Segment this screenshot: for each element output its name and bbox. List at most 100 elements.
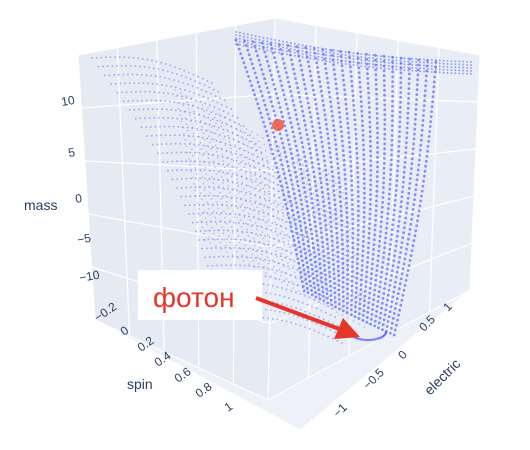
surface-point: [250, 232, 253, 234]
surface-point: [415, 58, 418, 60]
surface-point: [235, 197, 238, 200]
surface-point: [232, 139, 235, 141]
surface-point: [320, 190, 324, 194]
surface-point: [196, 87, 199, 89]
surface-point: [306, 319, 309, 321]
surface-point: [199, 192, 202, 194]
surface-point: [122, 73, 125, 76]
surface-point: [276, 170, 280, 174]
surface-point: [362, 235, 365, 238]
surface-point: [406, 196, 410, 200]
surface-point: [404, 146, 408, 150]
back-left-pane: [77, 17, 276, 401]
surface-point: [320, 280, 322, 282]
surface-point: [167, 169, 169, 172]
surface-point: [145, 99, 148, 102]
surface-point: [338, 195, 342, 199]
grid-line: [81, 93, 274, 109]
surface-point: [360, 268, 364, 272]
surface-point: [361, 119, 364, 123]
surface-point: [293, 196, 297, 200]
surface-point: [263, 215, 265, 218]
surface-point: [350, 270, 354, 273]
surface-point: [199, 160, 201, 163]
surface-point: [125, 91, 128, 94]
surface-point: [312, 264, 314, 267]
surface-point: [231, 254, 234, 256]
surface-point: [266, 46, 269, 49]
surface-point: [396, 229, 400, 233]
surface-point: [169, 134, 172, 137]
surface-point: [207, 203, 210, 206]
surface-point: [329, 201, 331, 204]
surface-point: [286, 214, 289, 217]
surface-point: [284, 202, 288, 206]
surface-point: [251, 203, 253, 206]
surface-point: [353, 310, 357, 314]
surface-point: [217, 162, 220, 165]
surface-point: [350, 235, 353, 238]
surface-point: [348, 223, 350, 225]
surface-point: [319, 85, 322, 88]
surface-point: [339, 301, 341, 304]
surface-point: [333, 281, 336, 285]
surface-point: [287, 190, 290, 194]
surface-point: [323, 164, 327, 167]
surface-point: [113, 74, 115, 76]
surface-point: [288, 196, 291, 198]
highlight-point[interactable]: [272, 119, 284, 131]
surface-point: [337, 181, 341, 185]
surface-point: [198, 135, 200, 138]
surface-point: [239, 241, 241, 244]
grid-line: [88, 213, 271, 248]
surface-point: [372, 293, 376, 297]
surface-point: [230, 238, 233, 241]
surface-point: [208, 86, 211, 89]
surface-point: [203, 186, 206, 189]
surface-point: [313, 139, 317, 143]
surface-point: [333, 270, 335, 273]
surface-point: [298, 266, 302, 270]
surface-point: [298, 233, 301, 236]
surface-point: [183, 133, 185, 135]
surface-point: [362, 177, 366, 181]
surface-point: [346, 292, 349, 296]
surface-point: [365, 320, 369, 324]
surface-point: [134, 65, 137, 67]
surface-point: [348, 63, 351, 66]
surface-point: [407, 77, 411, 81]
surface-point: [335, 236, 339, 240]
surface-point: [288, 313, 290, 315]
surface-point: [307, 270, 310, 274]
surface-point: [403, 60, 406, 63]
surface-point: [220, 141, 222, 143]
surface-point: [357, 317, 359, 319]
surface-point: [458, 66, 461, 69]
surface-point: [232, 210, 235, 212]
surface-point: [158, 91, 160, 94]
surface-point: [207, 116, 210, 119]
surface-point: [342, 158, 346, 162]
surface-point: [276, 269, 278, 272]
surface-point: [236, 255, 239, 258]
surface-point: [285, 320, 288, 323]
surface-point: [161, 84, 163, 86]
surface-point: [311, 84, 314, 87]
surface-point: [319, 131, 322, 134]
surface-point: [332, 49, 335, 52]
surface-point: [311, 241, 315, 245]
surface-point: [350, 188, 354, 192]
surface-point: [334, 143, 338, 147]
surface-point: [375, 112, 379, 115]
surface-point: [336, 49, 339, 52]
surface-point: [250, 140, 253, 143]
surface-point: [202, 203, 205, 206]
surface-point: [304, 249, 306, 251]
surface-point: [301, 176, 304, 180]
surface-point: [303, 243, 305, 245]
surface-point: [413, 234, 417, 238]
surface-point: [189, 142, 192, 144]
surface-point: [267, 212, 270, 215]
surface-point: [312, 129, 315, 133]
